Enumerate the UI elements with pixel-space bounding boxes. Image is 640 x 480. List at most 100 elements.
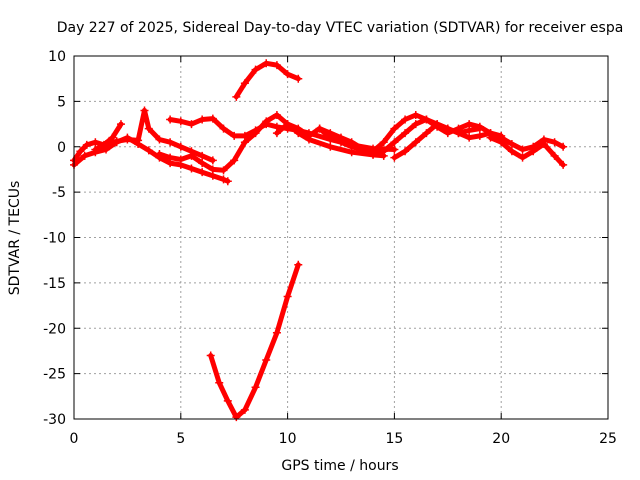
data-point (80, 151, 89, 160)
data-point (206, 351, 215, 360)
series-arc-9 (315, 115, 506, 159)
data-point (91, 138, 100, 147)
data-point (123, 135, 132, 144)
y-tick-label: -25 (43, 367, 66, 383)
series-arc-1 (70, 120, 125, 165)
data-point (208, 114, 217, 123)
series-arc-3 (91, 106, 217, 165)
data-point (262, 356, 271, 365)
data-point (251, 383, 260, 392)
data-point (401, 129, 410, 138)
data-point (240, 79, 249, 88)
data-point (198, 151, 207, 160)
data-point (507, 140, 516, 149)
x-tick-label: 10 (279, 431, 297, 447)
data-point (215, 378, 224, 387)
data-point (144, 146, 153, 155)
data-point (390, 124, 399, 133)
data-point (166, 153, 175, 162)
data-point (294, 74, 303, 83)
data-point (272, 61, 281, 70)
data-point (326, 142, 335, 151)
data-point (262, 59, 271, 68)
series-arc-11 (486, 133, 568, 169)
data-point (82, 140, 91, 149)
data-point (550, 138, 559, 147)
data-point (187, 120, 196, 129)
chart-title: Day 227 of 2025, Sidereal Day-to-day VTE… (57, 20, 624, 36)
data-point (176, 142, 185, 151)
data-point (155, 150, 164, 159)
series-trail (488, 135, 566, 168)
data-point (240, 405, 249, 414)
x-tick-label: 15 (385, 431, 403, 447)
data-point (283, 70, 292, 79)
data-point (294, 260, 303, 269)
data-point (411, 110, 420, 119)
data-point (454, 129, 463, 138)
data-point (272, 129, 281, 138)
data-point (240, 131, 249, 140)
data-point (116, 120, 125, 129)
series-trail (71, 135, 231, 184)
data-point (326, 129, 335, 138)
data-point (76, 147, 85, 156)
data-point (230, 156, 239, 165)
data-point (134, 136, 143, 145)
data-point (102, 140, 111, 149)
data-point (219, 124, 228, 133)
data-point (283, 292, 292, 301)
data-point (112, 137, 121, 146)
data-point (315, 124, 324, 133)
x-tick-label: 0 (70, 431, 79, 447)
data-point (91, 145, 100, 154)
data-point (166, 115, 175, 124)
data-point (208, 165, 217, 174)
data-point (465, 120, 474, 129)
data-point (262, 120, 271, 129)
y-tick-label: -10 (43, 231, 66, 247)
series-arc-7 (206, 260, 303, 422)
data-point (140, 106, 149, 115)
data-point (390, 138, 399, 147)
data-point (251, 65, 260, 74)
data-point (198, 159, 207, 168)
x-tick-label: 25 (599, 431, 617, 447)
data-point (272, 110, 281, 119)
data-point (230, 131, 239, 140)
data-point (390, 145, 399, 154)
data-point (304, 131, 313, 140)
y-axis-label: SDTVAR / TECUs (7, 181, 23, 296)
data-point (475, 122, 484, 131)
data-point (529, 147, 538, 156)
data-point (251, 126, 260, 135)
data-point (223, 396, 232, 405)
data-point (559, 160, 568, 169)
data-point (176, 117, 185, 126)
data-point (176, 155, 185, 164)
data-point (443, 124, 452, 133)
y-tick-label: 0 (57, 140, 66, 156)
data-point (390, 153, 399, 162)
data-point (198, 115, 207, 124)
x-tick-label: 20 (492, 431, 510, 447)
data-point (475, 131, 484, 140)
data-point (347, 138, 356, 147)
data-point (219, 166, 228, 175)
data-point (401, 115, 410, 124)
data-point (187, 151, 196, 160)
y-tick-label: 10 (48, 49, 66, 65)
data-point (232, 92, 241, 101)
data-point (559, 142, 568, 151)
data-point (486, 133, 495, 142)
y-tick-label: -15 (43, 276, 66, 292)
data-point (155, 135, 164, 144)
y-tick-label: -5 (52, 185, 66, 201)
data-point (198, 168, 207, 177)
data-point (166, 138, 175, 147)
data-point (187, 164, 196, 173)
data-point (422, 129, 431, 138)
data-point (411, 120, 420, 129)
data-point (433, 120, 442, 129)
